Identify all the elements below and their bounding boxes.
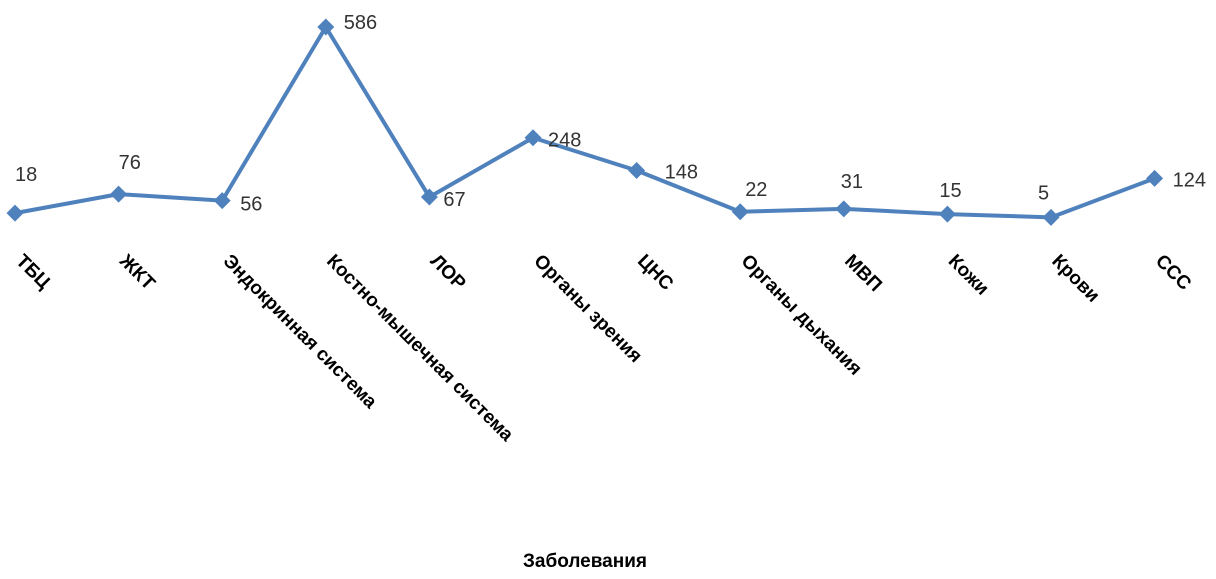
x-tick-label-лор: ЛОР	[426, 251, 470, 295]
data-label-layer: 18 76 56 586 67 248 148 22 31 15 5 124	[15, 12, 1206, 216]
x-tick-label-ссс: ССС	[1151, 251, 1195, 295]
data-point-лор	[420, 188, 438, 206]
data-label-органы-зрения: 248	[548, 130, 581, 152]
data-point-цнс	[628, 162, 646, 179]
data-label-мвп: 31	[841, 171, 863, 193]
data-label-костно-мышечная-система: 586	[344, 12, 377, 34]
data-label-эндокринная-система: 56	[240, 194, 262, 216]
data-label-лор: 67	[443, 189, 465, 211]
data-label-ссс: 124	[1173, 169, 1206, 191]
series-line	[14, 25, 1156, 220]
data-label-цнс: 148	[665, 162, 698, 184]
x-tick-label-кожи: Кожи	[944, 251, 993, 300]
x-tick-label-цнс: ЦНС	[633, 251, 677, 295]
data-point-органы-дыхания	[731, 203, 749, 221]
x-axis-title: Заболевания	[523, 551, 647, 572]
data-label-тбц: 18	[15, 164, 37, 186]
data-point-органы-зрения	[524, 129, 542, 147]
data-point-ссс	[1146, 169, 1164, 187]
x-tick-label-костно-мышечная-система: Костно-мышечная система	[322, 251, 517, 446]
data-label-жкт: 76	[119, 152, 141, 174]
data-label-кожи: 15	[939, 180, 961, 202]
data-label-органы-дыхания: 22	[745, 179, 767, 201]
data-point-жкт	[110, 185, 128, 203]
data-label-крови: 5	[1038, 182, 1049, 204]
x-tick-label-жкт: ЖКТ	[114, 250, 159, 295]
data-point-эндокринная-система	[213, 192, 231, 210]
x-tick-label-тбц: ТБЦ	[11, 251, 54, 294]
x-tick-label-крови: Крови	[1047, 251, 1103, 307]
data-point-крови	[1042, 208, 1060, 226]
data-point-кожи	[938, 205, 956, 223]
x-tick-label-мвп: МВП	[840, 251, 885, 296]
x-tick-layer: ТБЦ ЖКТ Эндокринная системаКостно-мышечная…	[11, 250, 1195, 446]
marker-layer	[6, 18, 1164, 226]
data-point-мвп	[835, 200, 853, 218]
series-layer	[14, 25, 1156, 220]
x-tick-label-органы-зрения: Органы зрения	[529, 251, 645, 367]
data-point-тбц	[6, 204, 24, 222]
